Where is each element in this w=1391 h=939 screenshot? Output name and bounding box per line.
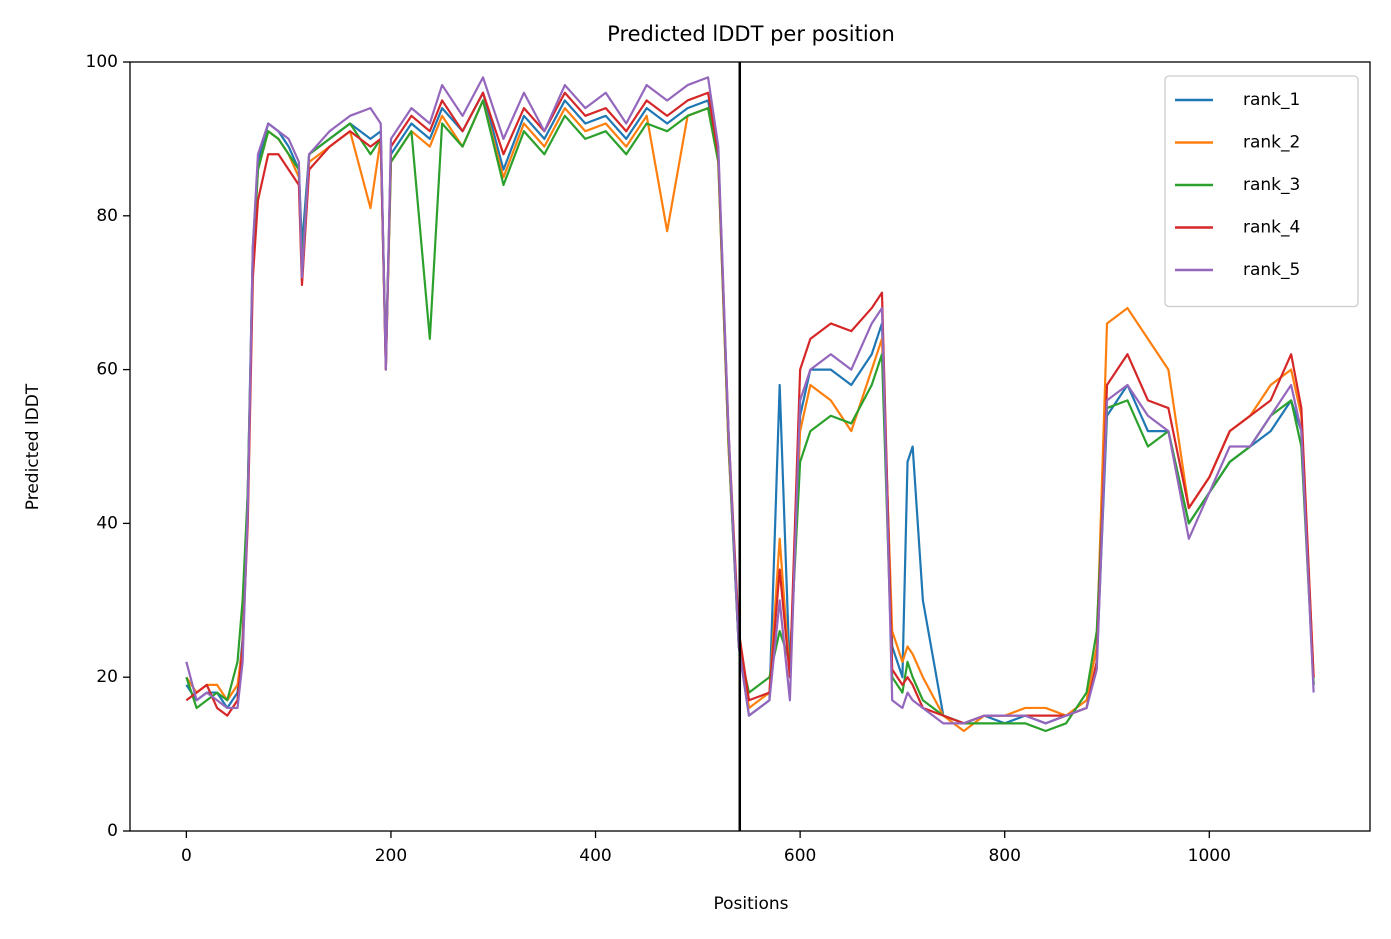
series-line: [185, 91, 1315, 725]
legend-label: rank_3: [1243, 175, 1300, 195]
series-line: [185, 76, 1315, 725]
x-tick-label: 200: [375, 846, 407, 866]
y-tick-label: 0: [107, 821, 118, 841]
x-tick-label: 400: [579, 846, 611, 866]
y-tick-label: 80: [96, 206, 118, 226]
plot-frame: [129, 61, 1371, 832]
x-tick-label: 800: [988, 846, 1020, 866]
series-line: [185, 99, 1315, 733]
legend-label: rank_1: [1243, 90, 1300, 110]
x-tick-label: 0: [181, 846, 192, 866]
series-line: [185, 91, 1315, 725]
legend-box: [1164, 75, 1359, 308]
x-tick-label: 1000: [1188, 846, 1231, 866]
y-tick-label: 100: [86, 52, 118, 72]
x-axis-label: Positions: [713, 894, 788, 914]
x-tick-label: 600: [784, 846, 816, 866]
chart-title: Predicted lDDT per position: [607, 22, 895, 46]
series-line: [185, 99, 1315, 733]
legend-label: rank_4: [1243, 218, 1300, 238]
legend-label: rank_5: [1243, 260, 1300, 280]
y-tick-label: 60: [96, 360, 118, 380]
y-axis-label: Predicted lDDT: [23, 383, 43, 510]
legend-label: rank_2: [1243, 133, 1300, 153]
y-tick-label: 20: [96, 667, 118, 687]
y-tick-label: 40: [96, 513, 118, 533]
